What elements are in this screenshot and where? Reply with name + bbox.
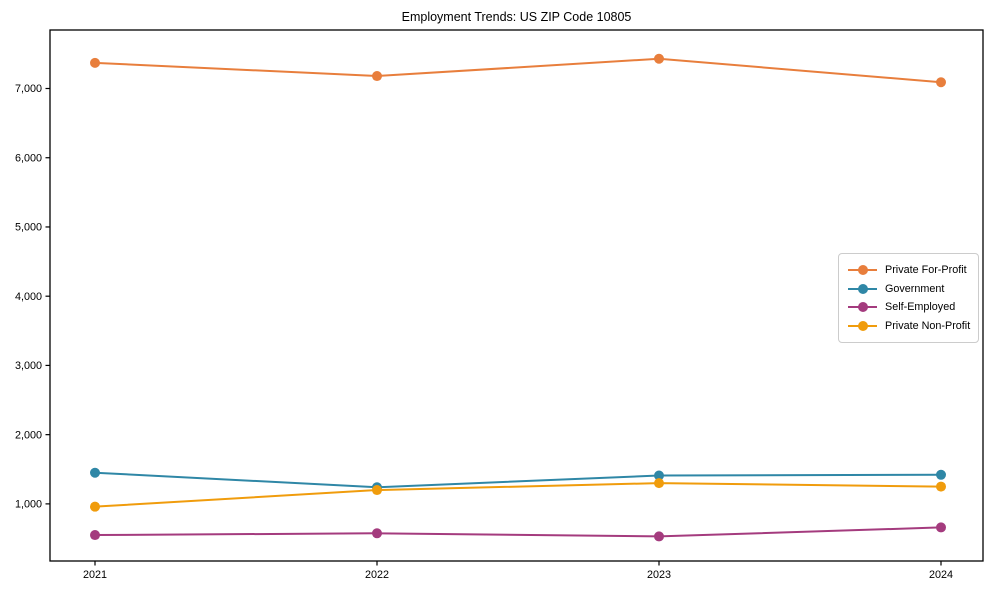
y-tick-label: 2,000 — [15, 429, 42, 441]
y-tick-label: 4,000 — [15, 291, 42, 303]
legend-marker-private-for-profit-icon — [848, 265, 877, 276]
y-tick-label: 7,000 — [15, 83, 42, 95]
series-point-private-for-profit — [90, 57, 100, 68]
legend-item-self-employed: Self-Employed — [848, 298, 969, 317]
x-tick-label: 2023 — [647, 569, 671, 581]
legend-label: Government — [885, 282, 945, 295]
series-point-government — [654, 470, 664, 481]
legend-label: Private For-Profit — [885, 264, 967, 277]
legend: Private For-Profit Government Self-Emplo… — [838, 253, 979, 343]
legend-label: Private Non-Profit — [885, 319, 971, 332]
series-line-private-non-profit — [94, 482, 942, 508]
series-point-self-employed — [372, 528, 382, 539]
axes-frame — [49, 29, 984, 562]
series-point-government — [936, 469, 946, 480]
legend-marker-private-non-profit-icon — [848, 320, 877, 331]
legend-label: Self-Employed — [885, 301, 956, 314]
series-point-private-for-profit — [654, 53, 664, 64]
series-point-self-employed — [654, 531, 664, 542]
series-point-government — [90, 467, 100, 478]
series-point-private-for-profit — [372, 71, 382, 82]
legend-marker-government-icon — [848, 283, 877, 294]
x-tick-label: 2022 — [365, 569, 389, 581]
series-point-private-non-profit — [372, 485, 382, 496]
x-tick-label: 2021 — [83, 569, 107, 581]
series-line-government — [94, 471, 942, 489]
series-line-self-employed — [94, 526, 942, 538]
series-point-private-non-profit — [90, 501, 100, 512]
legend-marker-self-employed-icon — [848, 302, 877, 313]
series-point-self-employed — [936, 522, 946, 533]
y-tick-label: 6,000 — [15, 152, 42, 164]
x-tick-label: 2024 — [929, 569, 953, 581]
series-point-private-non-profit — [654, 478, 664, 489]
legend-item-private-non-profit: Private Non-Profit — [848, 317, 971, 336]
series-point-private-non-profit — [936, 481, 946, 492]
series-point-self-employed — [90, 530, 100, 541]
y-tick-label: 5,000 — [15, 222, 42, 234]
chart-title: Employment Trends: US ZIP Code 10805 — [401, 10, 632, 24]
y-tick-label: 3,000 — [15, 360, 42, 372]
series-line-private-for-profit — [94, 57, 942, 84]
y-tick-label: 1,000 — [15, 499, 42, 511]
series-point-private-for-profit — [936, 77, 946, 88]
legend-item-government: Government — [848, 280, 969, 299]
legend-item-private-for-profit: Private For-Profit — [848, 261, 969, 280]
